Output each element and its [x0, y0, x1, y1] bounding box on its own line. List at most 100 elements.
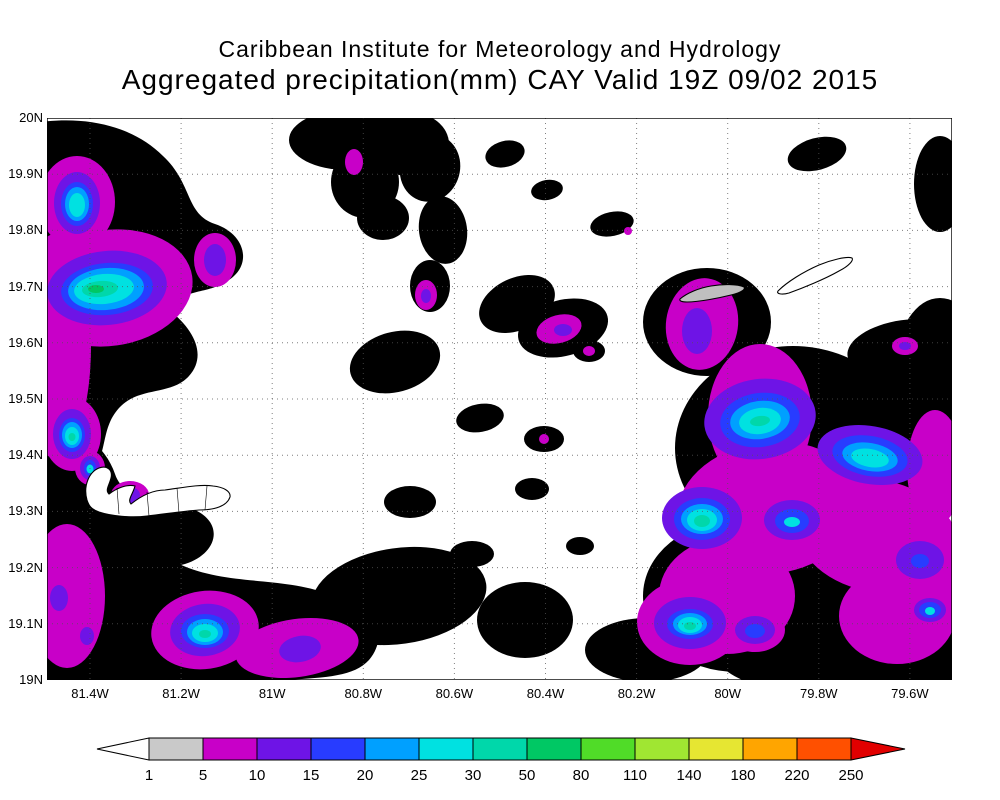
precip-30mm-teal-layer-shape: [684, 622, 696, 630]
precip-5mm-magenta-layer-shape: [345, 149, 363, 175]
precipitation-map: [47, 118, 952, 680]
precip-25mm-cyan-layer-shape: [784, 517, 800, 527]
colorbar-tick-label: 20: [357, 767, 374, 784]
precip-1mm-gray-layer-shape: [399, 134, 461, 202]
colorbar-tick-label: 15: [303, 767, 320, 784]
colorbar-segment: [310, 737, 366, 761]
x-tick-label: 81.4W: [71, 686, 109, 701]
precip-5mm-magenta-layer-shape: [624, 227, 632, 235]
precip-1mm-gray-layer-shape: [787, 136, 847, 172]
y-tick-label: 20N: [19, 110, 43, 125]
precip-30mm-teal-layer-shape: [199, 630, 211, 638]
precip-1mm-gray-layer-shape: [357, 196, 409, 240]
precip-1mm-gray-layer-shape: [914, 136, 952, 232]
y-tick-label: 19.7N: [8, 278, 43, 294]
colorbar-segment: [634, 737, 690, 761]
precip-10mm-violet-layer-shape: [421, 289, 431, 303]
precip-10mm-violet-layer-shape: [204, 244, 226, 276]
island-outline-grand-cayman: [85, 466, 231, 518]
x-tick-label: 81W: [258, 686, 286, 701]
precip-25mm-cyan-layer-shape: [925, 607, 935, 615]
precip-25mm-cyan-layer-shape: [851, 448, 889, 468]
colorbar-segment: [364, 737, 420, 761]
y-tick-label: 19.8N: [8, 222, 43, 238]
grand-cayman-district-line: [146, 491, 150, 517]
chart-title-line1: Caribbean Institute for Meteorology and …: [218, 36, 782, 62]
island-outline-cayman-brac: [777, 256, 853, 295]
islands-layer: [85, 256, 853, 518]
precip-25mm-cyan-layer-shape: [69, 193, 85, 217]
precip-1mm-gray-layer-shape: [485, 140, 525, 168]
colorbar-tick-label: 10: [249, 767, 266, 784]
y-tick-label: 19.5N: [8, 391, 43, 406]
precip-5mm-magenta-layer-shape: [583, 346, 595, 356]
precipitation-colorbar: 1 5 10 15 20 25 30 50 80 110 140 180 220 250: [96, 737, 906, 784]
precip-1mm-gray-layer-shape: [384, 486, 436, 518]
colorbar-tick-label: 220: [784, 767, 809, 784]
colorbar-tick-label: 30: [465, 767, 482, 784]
x-tick-label: 79.8W: [800, 686, 838, 701]
precip-1mm-gray-layer-shape: [515, 478, 549, 500]
colorbar-segment: [472, 737, 528, 761]
colorbar-segment: [202, 737, 258, 761]
colorbar-tick-label: 110: [623, 767, 647, 784]
grand-cayman-district-line: [204, 485, 208, 511]
island-outline-little-cayman: [679, 284, 745, 303]
colorbar-tick-label: 5: [199, 767, 207, 784]
precip-1mm-gray-layer-shape: [477, 582, 573, 658]
x-tick-label: 80.8W: [344, 686, 383, 701]
x-tick-label: 80.2W: [617, 686, 656, 701]
precip-10mm-violet-layer-shape: [50, 585, 68, 611]
colorbar-segment: [742, 737, 798, 761]
colorbar-segment: [688, 737, 744, 761]
precip-5mm-magenta-layer-shape: [907, 410, 952, 526]
colorbar-segment: [526, 737, 582, 761]
precip-1mm-gray-layer-shape: [456, 403, 504, 433]
colorbar-segment: [796, 737, 852, 761]
y-tick-label: 19.2N: [8, 559, 43, 575]
precip-15mm-blue-layer-shape: [745, 624, 765, 638]
x-tick-label: 80.6W: [435, 686, 474, 701]
precip-1mm-gray-layer-shape: [311, 546, 487, 646]
precip-30mm-teal-layer-shape: [750, 415, 770, 427]
colorbar-tick-label: 180: [730, 767, 755, 784]
colorbar-tick-label: 1: [145, 767, 153, 784]
precip-1mm-gray-layer-shape: [418, 196, 468, 264]
y-tick-label: 19.3N: [8, 503, 43, 519]
x-tick-label: 81.2W: [162, 686, 200, 701]
y-tick-label: 19N: [19, 672, 43, 687]
colorbar-tick-label: 25: [411, 767, 428, 784]
colorbar-segment: [418, 737, 474, 761]
precip-15mm-blue-layer-shape: [911, 554, 929, 568]
precip-10mm-violet-layer-shape: [554, 324, 572, 336]
x-tick-label: 79.6W: [891, 686, 929, 701]
colorbar-left-arrow: [96, 737, 150, 761]
colorbar-tick-label: 140: [676, 767, 701, 784]
precip-30mm-teal-layer-shape: [68, 433, 76, 441]
precip-1mm-gray-layer-shape: [590, 211, 634, 237]
colorbar-tick-label: 80: [573, 767, 590, 784]
precip-10mm-violet-layer-shape: [899, 342, 911, 350]
x-tick-label: 80.4W: [526, 686, 565, 701]
latlon-grid: [47, 118, 952, 680]
precip-1mm-gray-layer-shape: [531, 179, 563, 201]
colorbar-segment: [580, 737, 636, 761]
y-tick-label: 19.6N: [8, 334, 43, 350]
colorbar-tick-label: 250: [838, 767, 863, 784]
precip-10mm-violet-layer-shape: [682, 308, 712, 354]
colorbar-tick-label: 50: [519, 767, 536, 784]
chart-title-line2: Aggregated precipitation(mm) CAY Valid 1…: [121, 64, 879, 95]
colorbar-right-arrow: [850, 737, 906, 761]
precip-10mm-violet-layer-shape: [279, 635, 321, 663]
y-tick-label: 19.4N: [8, 447, 43, 463]
precip-10mm-violet-layer-shape: [80, 627, 94, 645]
grand-cayman-district-line: [116, 487, 120, 515]
precip-1mm-gray-layer-shape: [450, 541, 494, 567]
precip-1mm-gray-layer-shape: [566, 537, 594, 555]
precip-1mm-gray-layer-shape: [349, 330, 441, 394]
grand-cayman-district-line: [176, 487, 180, 514]
x-tick-label: 80W: [714, 686, 742, 701]
y-tick-label: 19.1N: [8, 615, 43, 631]
y-tick-label: 19.9N: [8, 166, 43, 182]
